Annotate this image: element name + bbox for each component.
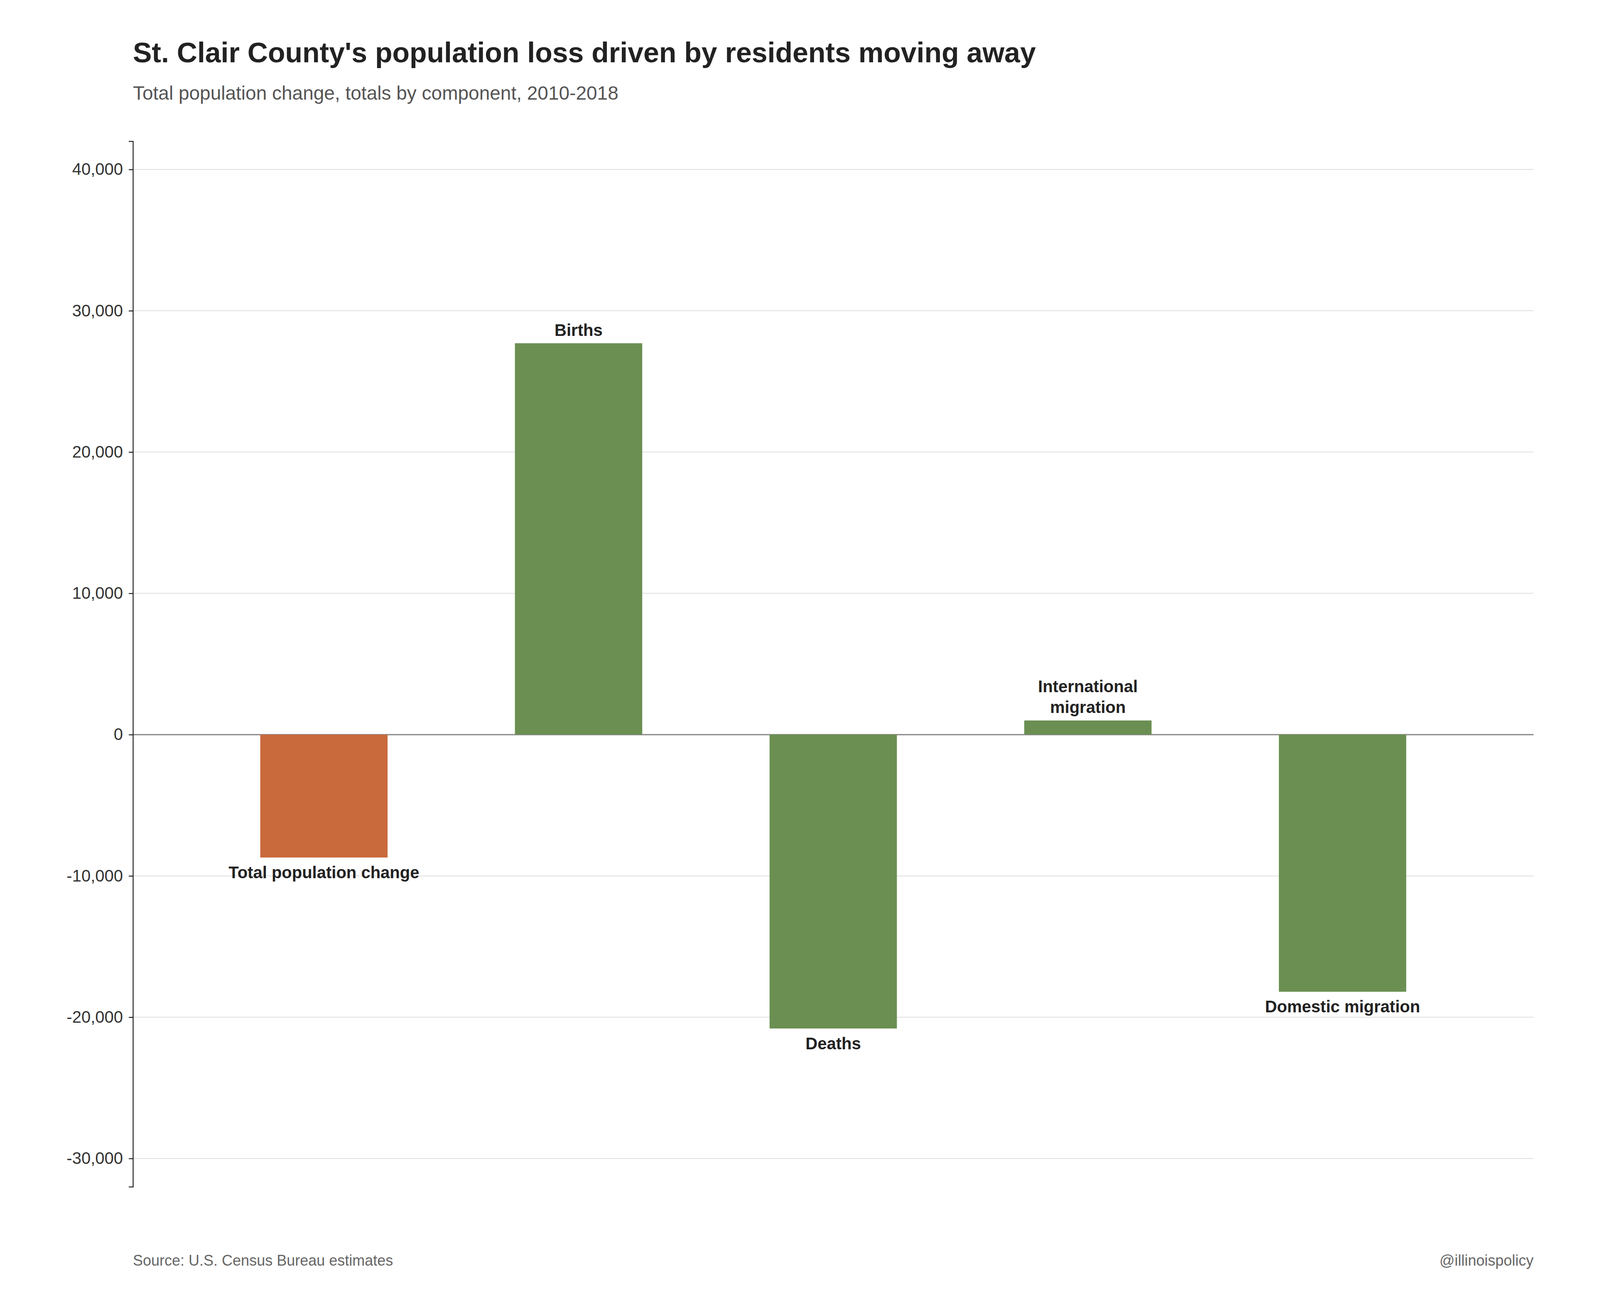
bar-label-line: Births (554, 321, 603, 340)
y-tick-label: 40,000 (72, 159, 123, 179)
y-tick-mark (128, 1017, 133, 1019)
y-tick-label: 30,000 (72, 301, 123, 320)
grid-line (132, 451, 1534, 453)
bar-label-line: Total population change (228, 863, 420, 882)
y-tick-mark (128, 593, 133, 594)
y-tick-label: 0 (113, 725, 123, 744)
y-tick: -30,000 (66, 1149, 133, 1168)
grid-line (132, 1158, 1534, 1160)
y-tick: -10,000 (66, 866, 133, 886)
y-tick: 20,000 (72, 442, 133, 462)
grid (132, 169, 1534, 1159)
bar-labels: Total population change Births Deaths Inter… (228, 321, 1421, 1053)
y-tick-label: 10,000 (72, 584, 123, 603)
bar-label-line: migration (1050, 698, 1126, 717)
bar (1278, 734, 1407, 992)
grid-line (132, 169, 1534, 170)
y-axis-line (128, 141, 134, 1188)
y-tick-mark (128, 310, 133, 312)
bar-label-line: Deaths (805, 1034, 861, 1053)
y-tick-mark (128, 451, 133, 453)
grid-line (132, 310, 1534, 312)
chart: St. Clair County's population loss drive… (0, 0, 1600, 1303)
bar (769, 734, 898, 1029)
grid-line (132, 593, 1534, 594)
bar-label: Domestic migration (1264, 997, 1420, 1016)
bar-label: Total population change (228, 863, 420, 882)
y-tick: -20,000 (66, 1008, 133, 1027)
attribution: @illinoispolicy (1439, 1252, 1534, 1270)
bar-label-line: Domestic migration (1264, 997, 1420, 1016)
bar-label: Deaths (805, 1034, 861, 1053)
y-tick: 40,000 (72, 159, 133, 179)
y-tick-mark (128, 169, 133, 171)
bar-label: International migration (1038, 677, 1138, 717)
title: St. Clair County's population loss drive… (132, 36, 1036, 69)
bar-label-line: International (1038, 677, 1138, 696)
y-tick-mark (128, 876, 133, 877)
subtitle: Total population change, totals by compo… (132, 82, 619, 104)
y-tick-label: -20,000 (66, 1008, 123, 1027)
y-tick-mark (128, 734, 133, 736)
bar (260, 734, 388, 858)
y-tick-mark (128, 1158, 133, 1160)
bar (1024, 720, 1152, 735)
y-tick: 30,000 (72, 301, 133, 320)
y-tick: 0 (113, 725, 133, 744)
y-tick-label: -10,000 (66, 866, 123, 886)
plot: -30,000 -20,000 -10,000 0 10,000 20,000 30,000… (66, 141, 1534, 1188)
y-axis: -30,000 -20,000 -10,000 0 10,000 20,000 30,000… (66, 141, 133, 1188)
bar (515, 343, 643, 736)
bar-label: Births (554, 321, 603, 340)
y-tick-label: -30,000 (66, 1149, 123, 1168)
y-tick: 10,000 (72, 584, 133, 603)
y-tick-label: 20,000 (72, 442, 123, 462)
source: Source: U.S. Census Bureau estimates (132, 1252, 393, 1270)
bars (260, 343, 1407, 1029)
